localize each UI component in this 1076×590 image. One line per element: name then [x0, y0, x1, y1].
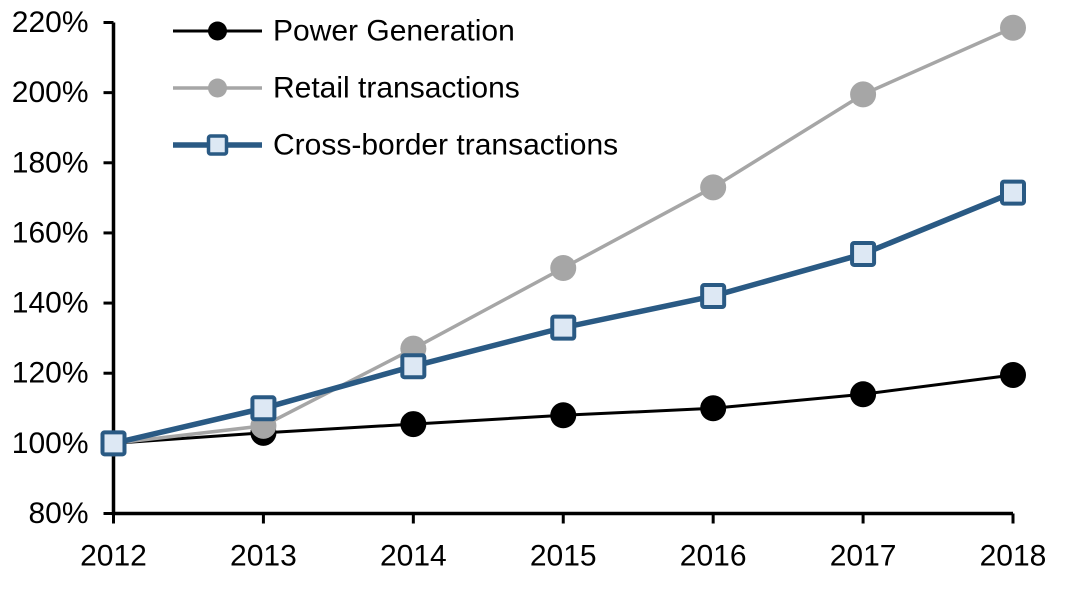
x-axis-label: 2012	[80, 540, 147, 573]
legend-circle-marker-icon	[208, 78, 227, 98]
x-axis-label: 2018	[980, 540, 1047, 573]
data-point-retail-transactions	[550, 255, 577, 281]
legend: Power Generation Retail transactions Cross…	[173, 15, 618, 162]
data-point-power-generation	[1000, 361, 1026, 388]
axis-line	[111, 22, 1013, 516]
data-point-cross-border-transactions	[850, 240, 877, 267]
data-point-power-generation	[850, 381, 877, 408]
data-point-power-generation	[700, 395, 727, 422]
legend-row-cross-border-transactions: Cross-border transactions	[173, 129, 618, 162]
y-axis-label: 140%	[12, 287, 89, 320]
series-line-retail-transactions	[113, 26, 1014, 446]
y-axis-label: 160%	[12, 216, 89, 249]
data-point-retail-transactions	[1000, 14, 1026, 41]
legend-row-retail-transactions: Retail transactions	[173, 72, 520, 105]
x-axis-label: 2013	[230, 540, 297, 573]
data-point-power-generation	[550, 402, 577, 429]
y-axis-label: 120%	[12, 357, 89, 390]
data-point-power-generation	[400, 411, 427, 438]
legend-square-marker-icon	[206, 134, 229, 156]
y-axis-label: 220%	[12, 6, 89, 39]
x-axis: 2012 2013 2014 2015 2016 2017 2018	[80, 513, 1047, 573]
y-axis-label: 200%	[12, 76, 89, 109]
data-point-retail-transactions	[850, 81, 877, 108]
data-point-cross-border-transactions	[550, 314, 577, 341]
legend-circle-marker-icon	[208, 21, 227, 41]
series-group	[100, 14, 1026, 457]
data-point-retail-transactions	[700, 174, 727, 201]
data-point-cross-border-transactions	[250, 395, 277, 422]
x-axis-label: 2015	[530, 540, 597, 573]
legend-label: Power Generation	[273, 15, 515, 48]
y-axis-label: 180%	[12, 146, 89, 179]
legend-label: Cross-border transactions	[273, 129, 618, 162]
y-axis-label: 100%	[12, 427, 89, 460]
data-point-cross-border-transactions	[100, 430, 127, 457]
data-point-cross-border-transactions	[700, 283, 727, 310]
data-point-cross-border-transactions	[400, 353, 427, 380]
y-axis: 80% 100% 120% 140% 160% 180% 200% 220%	[12, 6, 114, 530]
x-axis-label: 2017	[830, 540, 897, 573]
y-axis-label: 80%	[28, 497, 88, 530]
axis-lines	[111, 22, 1013, 516]
legend-label: Retail transactions	[273, 72, 520, 105]
x-axis-label: 2014	[380, 540, 447, 573]
x-axis-label: 2016	[680, 540, 747, 573]
data-point-cross-border-transactions	[1000, 179, 1026, 206]
legend-row-power-generation: Power Generation	[173, 15, 515, 48]
